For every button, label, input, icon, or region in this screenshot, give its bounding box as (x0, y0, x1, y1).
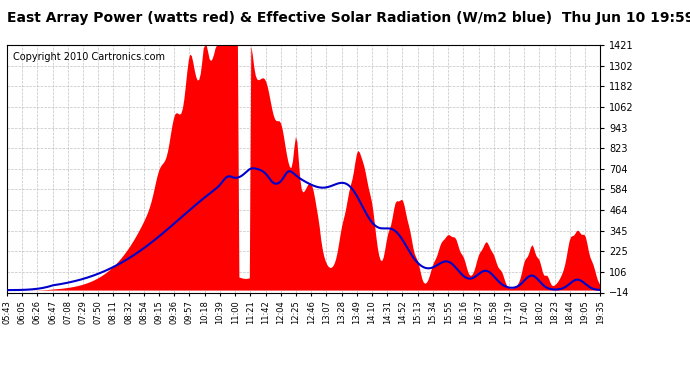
Text: East Array Power (watts red) & Effective Solar Radiation (W/m2 blue)  Thu Jun 10: East Array Power (watts red) & Effective… (7, 11, 690, 25)
Text: Copyright 2010 Cartronics.com: Copyright 2010 Cartronics.com (13, 53, 165, 62)
